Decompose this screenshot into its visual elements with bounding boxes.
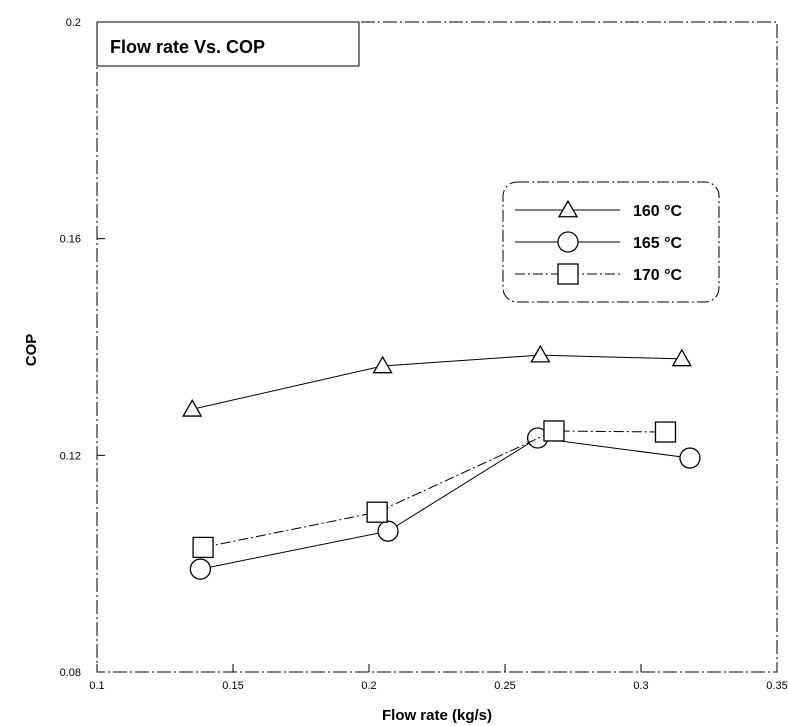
series-line	[200, 437, 691, 570]
x-tick-label: 0.1	[89, 680, 104, 692]
data-point-square	[654, 421, 677, 443]
legend-label: 165 °C	[633, 235, 683, 252]
legend-marker-square	[557, 263, 579, 285]
chart-title: Flow rate Vs. COP	[110, 37, 265, 57]
y-axis-ticks: 0.08 0.12 0.16 0.2	[60, 17, 105, 679]
y-tick-label: 0.12	[60, 450, 81, 462]
series-square	[192, 420, 677, 559]
series-line	[192, 354, 682, 410]
y-tick-label: 0.2	[66, 17, 81, 29]
x-axis-ticks: 0.1 0.15 0.2 0.25 0.3 0.35	[89, 664, 788, 692]
x-tick-label: 0.3	[633, 680, 648, 692]
legend-marker-triangle	[557, 199, 579, 218]
data-point-triangle	[671, 348, 692, 367]
data-point-circle	[377, 520, 399, 542]
y-tick-label: 0.16	[60, 234, 81, 246]
data-point-triangle	[530, 344, 551, 363]
data-point-square	[192, 536, 214, 559]
legend-label: 170 °C	[633, 267, 683, 284]
y-tick-label: 0.08	[60, 667, 81, 679]
legend-entry: 165 °C	[515, 231, 683, 253]
plot-frame	[96, 21, 778, 673]
data-point-triangle	[372, 355, 393, 374]
series-layer	[182, 344, 701, 580]
legend-marker-circle	[557, 231, 579, 253]
x-tick-label: 0.15	[222, 680, 243, 692]
legend-entry: 170 °C	[515, 263, 683, 285]
legend: 160 °C 165 °C 170 °C	[502, 181, 720, 303]
y-axis-label: COP	[23, 334, 40, 367]
x-tick-label: 0.25	[494, 680, 515, 692]
data-point-square	[543, 420, 565, 442]
data-point-circle	[679, 447, 701, 469]
data-point-triangle	[182, 398, 203, 417]
legend-label: 160 °C	[633, 203, 683, 220]
data-point-circle	[189, 558, 212, 580]
series-line	[202, 430, 666, 548]
legend-entry: 160 °C	[515, 199, 683, 220]
series-triangle	[182, 344, 692, 417]
data-point-square	[366, 501, 388, 523]
x-tick-label: 0.2	[361, 680, 376, 692]
x-axis-label: Flow rate (kg/s)	[382, 707, 492, 724]
title-box	[96, 21, 360, 67]
series-circle	[189, 427, 701, 580]
x-tick-label: 0.35	[766, 680, 787, 692]
